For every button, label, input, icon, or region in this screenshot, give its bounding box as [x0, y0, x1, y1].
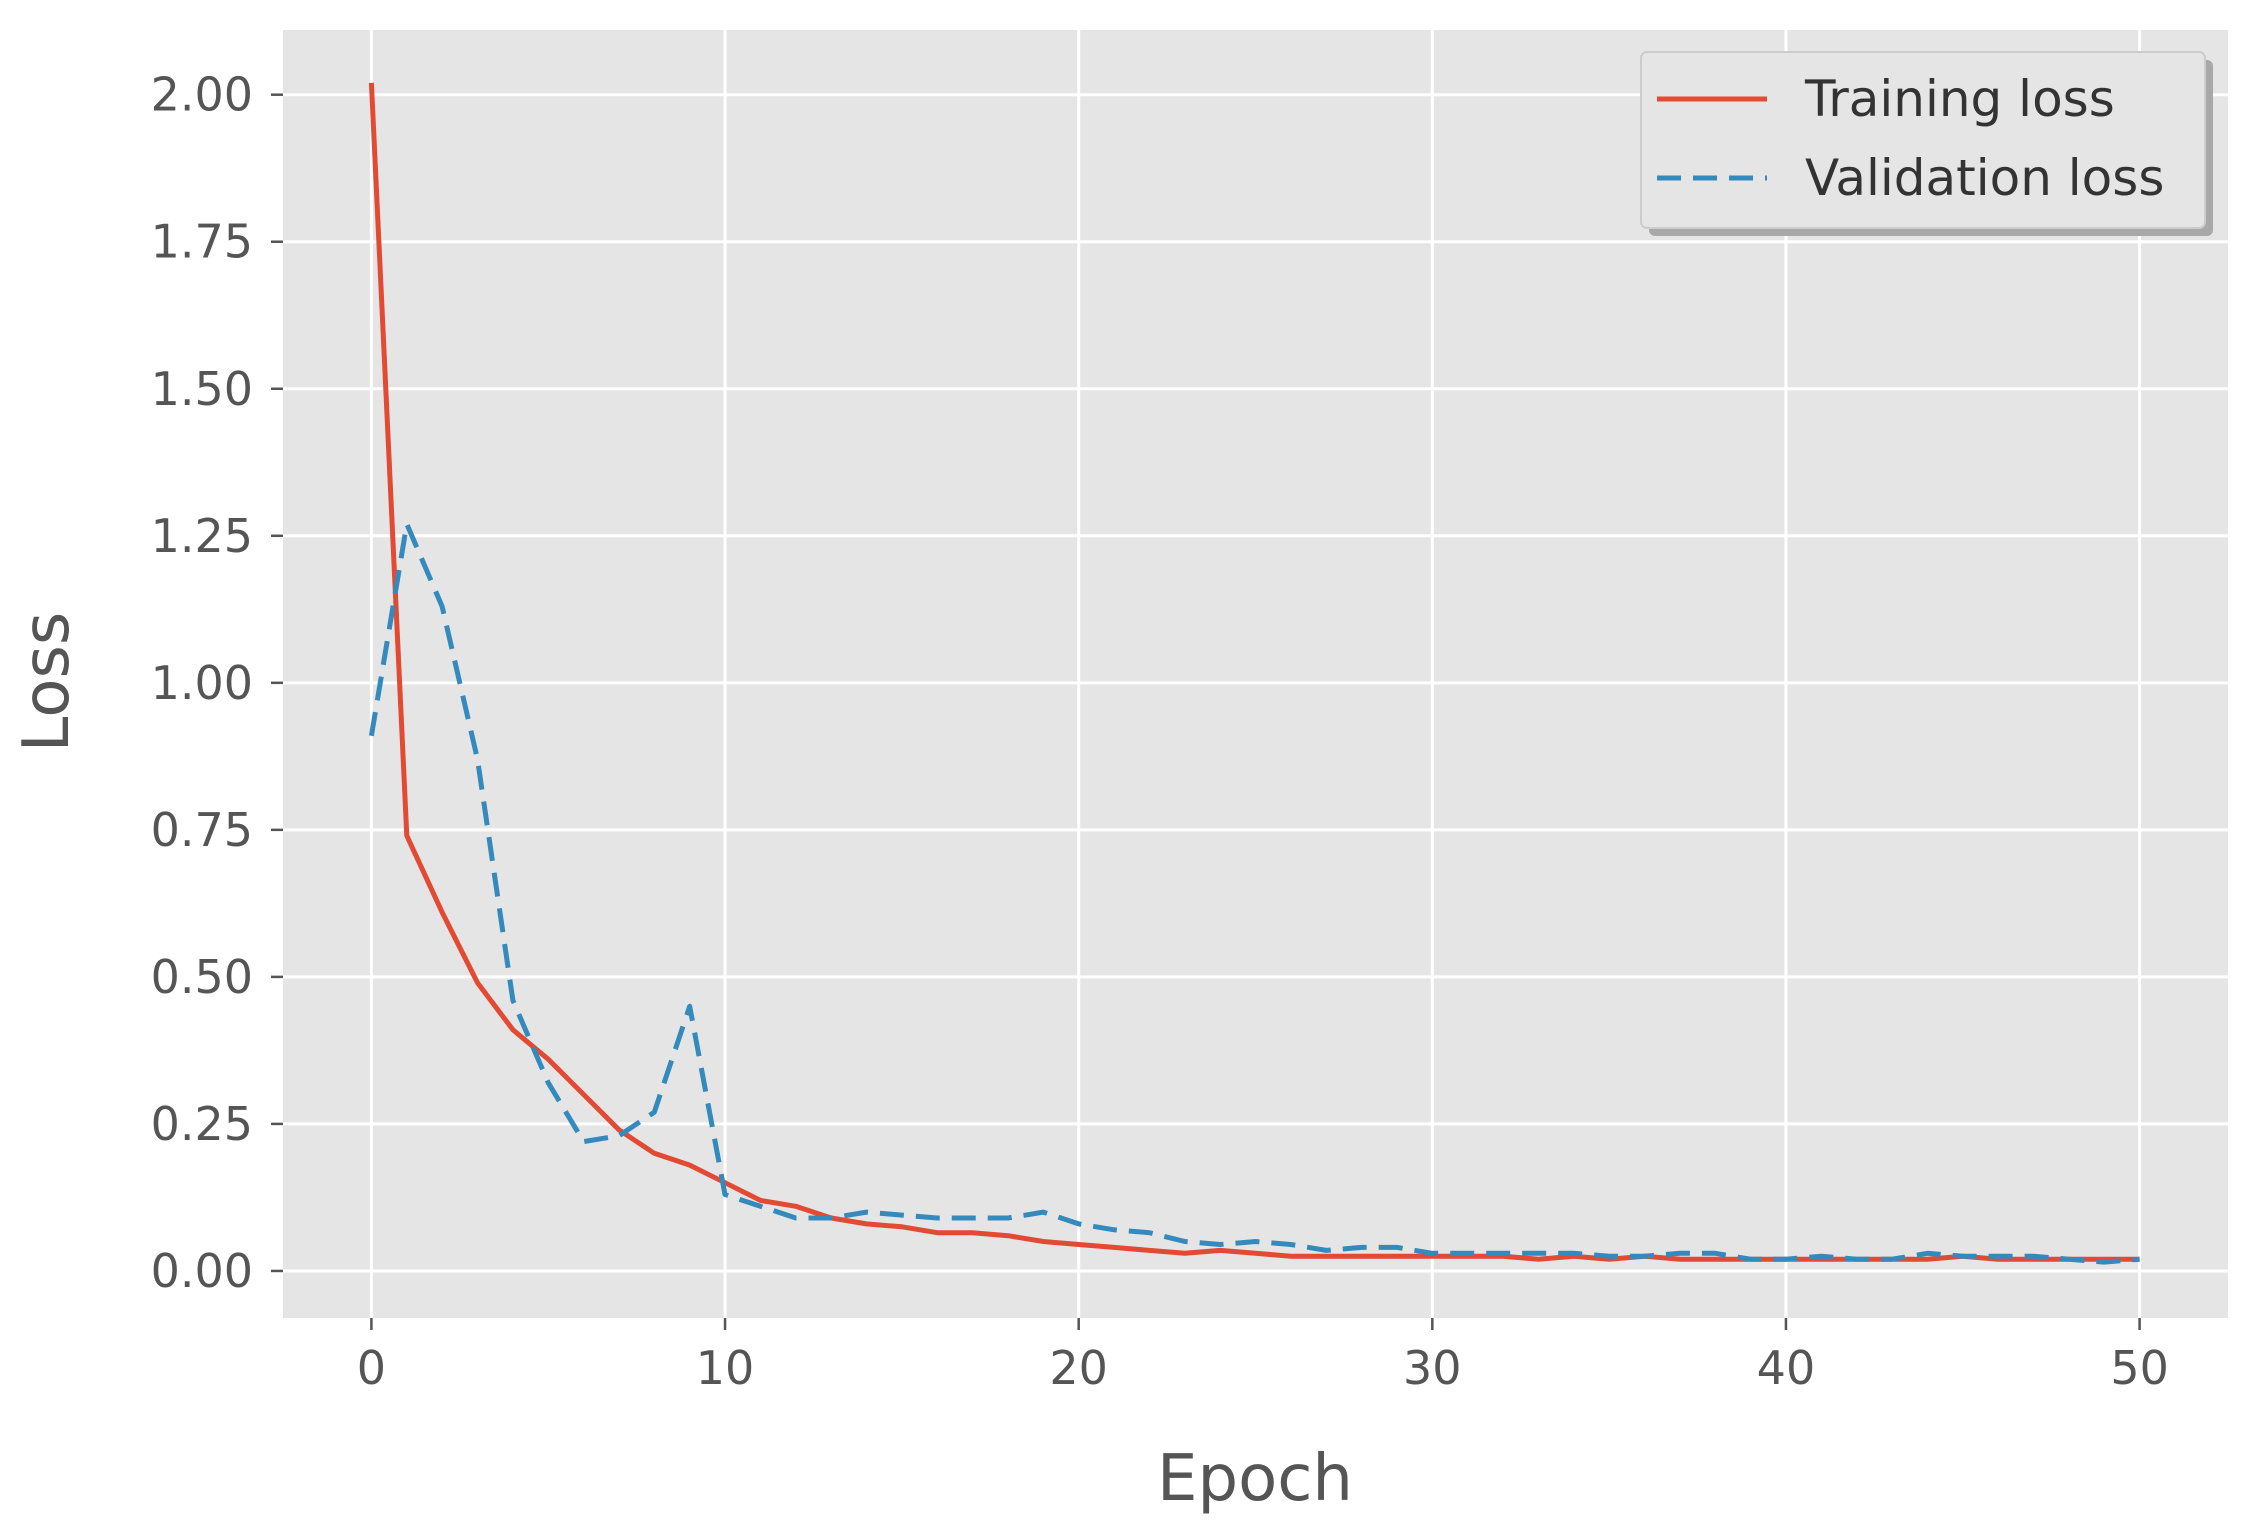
y-tick-label: 1.00	[151, 656, 253, 710]
x-tick-label: 0	[357, 1341, 386, 1395]
x-tick-label: 20	[1049, 1341, 1108, 1395]
x-tick-label: 10	[696, 1341, 755, 1395]
legend-label-validation-loss: Validation loss	[1805, 149, 2164, 207]
y-tick-label: 0.50	[151, 950, 253, 1004]
y-tick-label: 1.50	[151, 362, 253, 416]
x-tick-label: 30	[1403, 1341, 1462, 1395]
y-tick-label: 1.25	[151, 509, 253, 563]
series-line-validation-loss	[368, 521, 2140, 1265]
axis-ticks: 0 10 20 30 40 50 0.00 0.25 0.50 0.75 1.00 1.25 1.50 1…	[151, 68, 2169, 1395]
y-axis-title: Loss	[10, 612, 84, 752]
x-tick-label: 40	[1757, 1341, 1816, 1395]
grid-lines	[283, 30, 2228, 1318]
y-tick-label: 1.75	[151, 215, 253, 269]
series-lines	[368, 82, 2140, 1265]
legend: Training loss Validation loss	[1640, 51, 2213, 236]
legend-box	[1640, 51, 2206, 229]
y-tick-label: 0.00	[151, 1244, 253, 1298]
y-tick-label: 0.75	[151, 803, 253, 857]
y-tick-label: 2.00	[151, 68, 253, 122]
legend-label-training-loss: Training loss	[1804, 70, 2115, 128]
x-axis-title: Epoch	[1157, 1442, 1353, 1516]
y-tick-label: 0.25	[151, 1097, 253, 1151]
x-tick-label: 50	[2110, 1341, 2169, 1395]
plot-area	[283, 30, 2228, 1318]
series-line-training-loss	[368, 82, 2140, 1262]
